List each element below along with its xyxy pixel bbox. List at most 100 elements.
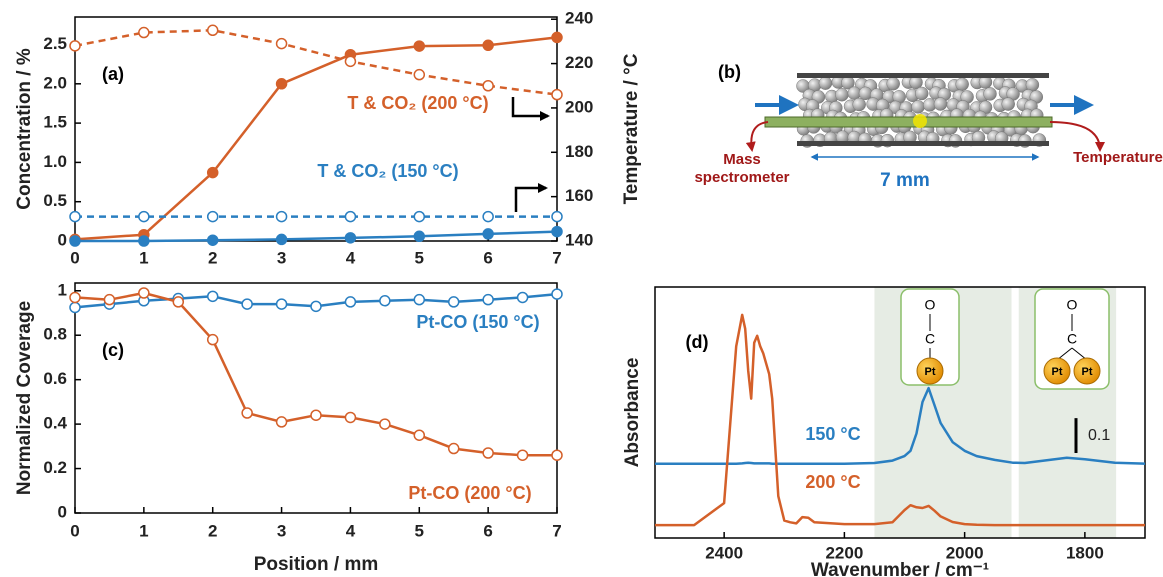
data-point [275,78,288,90]
catalyst-pellet [818,76,833,90]
catalyst-pellet [955,77,969,92]
axis-pointer [511,97,550,121]
x-tick-label: 2 [208,521,217,540]
y2-tick-label: 220 [565,53,593,72]
x-tick-label: 0 [70,248,79,267]
x-tick-label: 4 [346,248,356,267]
data-point [69,291,81,304]
data-point [551,449,563,461]
data-point [344,296,357,308]
x-tick-label: 3 [277,521,286,540]
series-label: Pt-CO (150 °C) [416,312,539,332]
catalyst-pellet [983,87,997,101]
data-point [413,293,426,306]
data-point [69,40,81,52]
atom-label: O [925,297,936,313]
scale-bar-label: 0.1 [1088,427,1110,444]
catalyst-pellet [858,86,873,101]
data-point [138,210,150,223]
data-point [482,210,494,223]
data-point [413,40,426,52]
panel-label: (d) [686,332,709,352]
data-point [379,295,391,307]
y-axis-label: Normalized Coverage [14,301,35,495]
panel-label: (a) [102,64,124,84]
catalyst-pellet [914,86,929,101]
y-tick-label: 0.4 [43,414,67,433]
data-point [551,225,563,238]
x-tick-label: 1 [139,248,148,267]
annotation: T & CO₂ (200 °C) [347,93,488,113]
series-label: 150 °C [805,424,860,444]
data-point [103,293,116,306]
y-axis-label: Concentration / % [14,48,35,210]
data-point [206,234,219,246]
data-point [344,411,357,424]
y-tick-label: 0 [58,230,67,249]
series-line [655,386,1146,465]
right-label: Temperature [1073,149,1163,166]
x-axis-label: Position / mm [254,554,379,575]
atom-label: Pt [925,366,936,378]
data-point [206,333,219,346]
series-line [655,313,1145,527]
data-point [482,293,494,306]
x-tick-label: 7 [552,248,561,267]
y-tick-label: 1.5 [43,113,67,132]
data-point [241,407,253,419]
data-point [310,300,322,313]
data-point [138,26,150,39]
catalyst-pellet [835,87,849,102]
data-point [206,166,219,179]
catalyst-pellet [852,97,866,112]
y-tick-label: 0.6 [43,369,67,388]
y-tick-label: 0.8 [43,325,67,344]
x-tick-label: 1800 [1066,543,1104,562]
x-tick-label: 0 [70,521,79,540]
data-point [206,290,219,303]
data-point [275,210,288,223]
catalyst-bed [796,75,1047,148]
data-point [206,24,219,37]
x-tick-label: 4 [346,521,356,540]
data-point [551,88,563,101]
data-point [516,291,529,304]
series-line [74,36,558,241]
left-label: spectrometer [694,169,789,186]
panel-label: (b) [718,62,741,82]
x-axis-label: Wavenumber / cm⁻¹ [811,560,989,577]
left-label: Mass [723,151,761,168]
atom-label: C [925,331,935,347]
axis-pointer [514,183,548,212]
x-tick-label: 3 [277,248,286,267]
x-tick-label: 2000 [946,543,984,562]
y-tick-label: 0 [58,502,67,521]
data-point [206,210,219,223]
y-axis-label: Absorbance [622,358,643,468]
data-point [413,230,426,243]
y2-tick-label: 180 [565,142,593,161]
data-point [413,68,426,81]
x-tick-label: 1 [139,521,148,540]
y-tick-label: 0.5 [43,191,67,210]
y2-tick-label: 240 [565,9,593,28]
y-tick-label: 2.0 [43,73,67,92]
plot-frame [74,282,558,514]
data-point [310,409,322,421]
plot-frame [74,16,558,242]
data-point [482,39,494,52]
data-point [447,442,460,455]
data-point [69,235,81,247]
data-point [344,55,357,68]
data-point [413,429,426,441]
catalyst-pellet [1001,97,1015,111]
data-point [138,235,150,247]
data-point [69,210,81,223]
data-point [551,210,563,223]
pt-atom [916,357,944,385]
atom-label: Pt [1082,366,1093,378]
y2-axis-label: Temperature / °C [621,53,642,204]
series-label: 200 °C [805,472,860,492]
series-label: Pt-CO (200 °C) [408,483,531,503]
